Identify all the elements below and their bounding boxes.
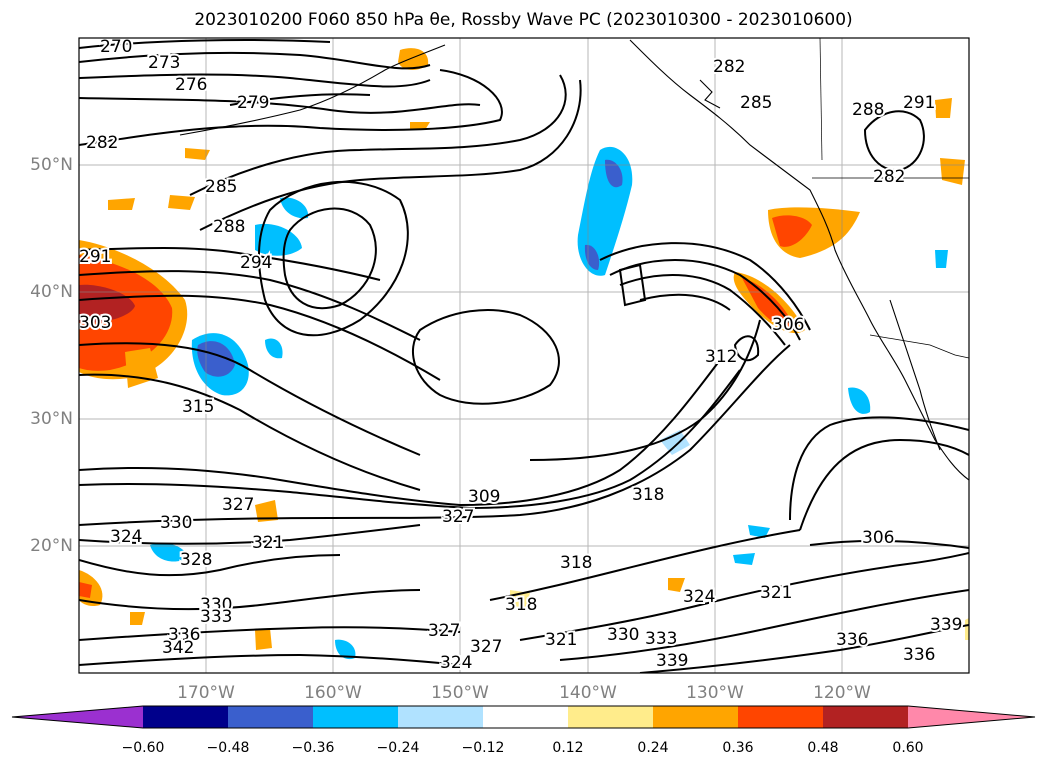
- contour-label: 336: [903, 645, 935, 665]
- contour-label: 321: [252, 533, 284, 553]
- lat-tick-label: 30°N: [30, 409, 73, 429]
- contour-label: 321: [545, 630, 577, 650]
- map-body: 270 273 276 279 282 285 288 294 291 303 …: [79, 37, 969, 673]
- lon-tick-label: 130°W: [686, 683, 744, 703]
- contour-label: 324: [440, 653, 472, 673]
- colorbar-bin: [143, 706, 228, 728]
- contour-label: 327: [428, 621, 460, 641]
- contour-label: 270: [100, 37, 132, 57]
- contour-label: 318: [632, 485, 664, 505]
- colorbar-outline: [11, 705, 1036, 729]
- contour-label: 303: [79, 313, 111, 333]
- contour-label: 318: [505, 595, 537, 615]
- contour-label: 330: [607, 625, 639, 645]
- contour-label: 279: [237, 93, 269, 113]
- contour-label: 309: [468, 487, 500, 507]
- contour-label: 339: [930, 615, 962, 635]
- lon-tick-label: 170°W: [177, 683, 235, 703]
- colorbar-tick-label: −0.24: [376, 740, 420, 756]
- contour-label: 294: [240, 253, 272, 273]
- lon-tick-label: 120°W: [813, 683, 871, 703]
- contour-label: 318: [560, 553, 592, 573]
- colorbar-bin: [823, 706, 908, 728]
- colorbar-tick-label: −0.36: [291, 740, 335, 756]
- colorbar-tick-label: 0.36: [722, 740, 754, 756]
- contour-label: 330: [160, 513, 192, 533]
- contour-label: 273: [148, 53, 180, 73]
- contour-label: 306: [862, 528, 894, 548]
- contour-label: 288: [213, 217, 245, 237]
- contour-label: 324: [110, 527, 142, 547]
- colorbar-bin: [398, 706, 483, 728]
- contour-label: 282: [873, 167, 905, 187]
- colorbar-tick-label: −0.48: [206, 740, 250, 756]
- colorbar: [11, 705, 1036, 729]
- negative-anomaly-shading: [150, 146, 948, 660]
- colorbar-tick-label: 0.24: [637, 740, 669, 756]
- contour-label: 336: [168, 625, 200, 645]
- contour-label: 291: [79, 247, 111, 267]
- contour-label: 330: [200, 595, 232, 615]
- theta-e-closed-contours: [257, 110, 925, 405]
- colorbar-min-extension: [12, 706, 143, 728]
- lat-tick-label: 20°N: [30, 536, 73, 556]
- colorbar-tick-label: 0.48: [807, 740, 839, 756]
- contour-label: 333: [645, 629, 677, 649]
- colorbar-bin: [653, 706, 738, 728]
- contour-label: 321: [760, 583, 792, 603]
- colorbar-bin: [483, 706, 568, 728]
- lon-tick-label: 150°W: [431, 683, 489, 703]
- colorbar-tick-label: −0.60: [121, 740, 165, 756]
- lon-tick-label: 140°W: [559, 683, 617, 703]
- contour-label: 288: [852, 100, 884, 120]
- colorbar-tick-label: −0.12: [461, 740, 505, 756]
- contour-label: 327: [222, 495, 254, 515]
- lat-tick-label: 40°N: [30, 282, 73, 302]
- map-title: 2023010200 F060 850 hPa θe, Rossby Wave …: [194, 10, 853, 30]
- contour-label: 324: [683, 587, 715, 607]
- colorbar-tick-label: 0.60: [892, 740, 924, 756]
- contour-label: 291: [903, 93, 935, 113]
- colorbar-max-extension: [908, 706, 1035, 728]
- theta-e-contours: [79, 39, 969, 673]
- contour-label: 339: [656, 651, 688, 671]
- political-borders: [812, 38, 969, 359]
- lat-tick-label: 50°N: [30, 155, 73, 175]
- colorbar-tick-label: 0.12: [552, 740, 584, 756]
- contour-labels: 270 273 276 279 282 285 288 294 291 303 …: [79, 37, 964, 673]
- contour-label: 285: [740, 93, 772, 113]
- contour-label: 327: [470, 637, 502, 657]
- colorbar-bin: [313, 706, 398, 728]
- contour-label: 306: [772, 315, 804, 335]
- contour-label: 312: [705, 347, 737, 367]
- colorbar-bin: [568, 706, 653, 728]
- contour-label: 328: [180, 550, 212, 570]
- graticule: [79, 38, 969, 673]
- map-frame: [78, 37, 970, 674]
- contour-label: 282: [86, 133, 118, 153]
- contour-label: 282: [713, 57, 745, 77]
- contour-label: 315: [182, 397, 214, 417]
- contour-label: 327: [442, 507, 474, 527]
- contour-label: 276: [175, 75, 207, 95]
- contour-label: 285: [205, 177, 237, 197]
- colorbar-bin: [738, 706, 823, 728]
- contour-label: 333: [200, 607, 232, 627]
- contour-label: 336: [836, 630, 868, 650]
- coastlines: [179, 39, 969, 481]
- lon-tick-label: 160°W: [304, 683, 362, 703]
- colorbar-bin: [228, 706, 313, 728]
- contour-label: 342: [162, 638, 194, 658]
